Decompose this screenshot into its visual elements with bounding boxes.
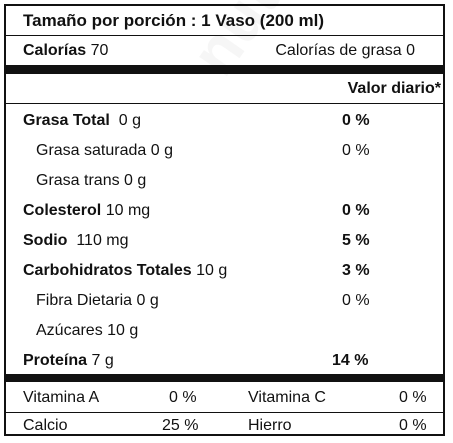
nutrient-name: Carbohidratos Totales xyxy=(23,262,192,279)
nutrient-amount: 10 g xyxy=(196,262,228,279)
calories-value: 70 xyxy=(90,42,109,59)
nutrient-row-fibra: Fibra Dietaria 0 g xyxy=(36,292,159,310)
nutrient-dv: 0 % xyxy=(342,202,370,219)
nutrient-amount: 10 mg xyxy=(105,202,151,219)
serving-size: Tamaño por porción : 1 Vaso (200 ml) xyxy=(23,11,325,30)
nutrient-row-colesterol: Colesterol 10 mg xyxy=(23,202,150,220)
nutrient-name: Grasa saturada xyxy=(36,142,147,159)
nutrient-dv: 0 % xyxy=(342,112,370,129)
nutrient-amount: 7 g xyxy=(91,352,114,369)
nutrient-dv: 3 % xyxy=(342,262,370,279)
nutrient-row-carbohidratos: Carbohidratos Totales 10 g xyxy=(23,262,227,280)
nutrient-amount: 0 g xyxy=(150,142,173,159)
nutrient-row-proteina: Proteína 7 g xyxy=(23,352,114,370)
divider xyxy=(6,35,443,36)
nutrient-amount: 0 g xyxy=(136,292,159,309)
nutrient-row-azucares: Azúcares 10 g xyxy=(36,322,138,340)
calories-row: Calorías 70 xyxy=(23,42,108,60)
thick-divider xyxy=(6,374,443,382)
daily-value-heading: Valor diario* xyxy=(347,80,441,97)
thick-divider xyxy=(6,65,443,74)
nutrient-name: Colesterol xyxy=(23,202,102,219)
nutrient-amount: 0 g xyxy=(118,112,141,129)
nutrient-name: Fibra Dietaria xyxy=(36,292,133,309)
nutrient-name: Sodio xyxy=(23,232,68,249)
vitamin-value: 0 % xyxy=(399,389,427,406)
divider xyxy=(6,412,443,413)
nutrient-amount: 0 g xyxy=(124,172,147,189)
nutrient-dv: 0 % xyxy=(342,292,370,309)
nutrition-facts-panel: nutrolac Tamaño por porción : 1 Vaso (20… xyxy=(4,4,445,436)
vitamin-value: 0 % xyxy=(399,417,427,434)
calories-label: Calorías xyxy=(23,42,87,59)
fat-calories: Calorías de grasa 0 xyxy=(275,42,415,59)
nutrient-name: Grasa Total xyxy=(23,112,110,129)
nutrient-row-grasa-trans: Grasa trans 0 g xyxy=(36,172,146,190)
nutrient-row-grasa-total: Grasa Total 0 g xyxy=(23,112,141,130)
nutrient-dv: 14 % xyxy=(332,352,369,369)
vitamin-name: Vitamina C xyxy=(248,389,326,406)
nutrient-row-grasa-saturada: Grasa saturada 0 g xyxy=(36,142,173,160)
nutrient-amount: 110 mg xyxy=(76,232,129,249)
vitamin-name: Hierro xyxy=(248,417,292,434)
nutrient-name: Grasa trans xyxy=(36,172,120,189)
vitamin-value: 25 % xyxy=(162,417,199,434)
nutrient-dv: 5 % xyxy=(342,232,370,249)
vitamin-name: Calcio xyxy=(23,417,68,434)
vitamin-value: 0 % xyxy=(169,389,197,406)
nutrient-dv: 0 % xyxy=(342,142,370,159)
nutrient-name: Azúcares xyxy=(36,322,103,339)
vitamin-name: Vitamina A xyxy=(23,389,100,406)
divider xyxy=(6,103,443,104)
nutrient-amount: 10 g xyxy=(107,322,139,339)
nutrient-row-sodio: Sodio 110 mg xyxy=(23,232,129,250)
nutrient-name: Proteína xyxy=(23,352,88,369)
